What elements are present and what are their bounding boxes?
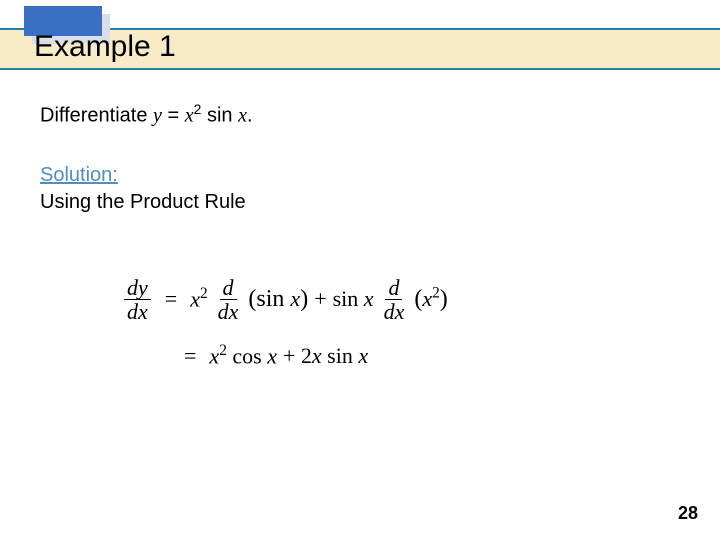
- dy: dy: [124, 276, 151, 300]
- example-title: Example 1: [34, 30, 176, 64]
- d-2: d: [385, 276, 402, 300]
- d-1: d: [220, 276, 237, 300]
- frac-ddx-2: d dx: [381, 276, 408, 323]
- solution-label: Solution:: [40, 164, 118, 186]
- problem-sin: sin: [207, 105, 238, 127]
- equals-1: =: [165, 284, 177, 314]
- problem-statement: Differentiate y = x2 sin x.: [40, 100, 680, 130]
- problem-x: x: [185, 105, 194, 127]
- sinx-paren: (sin x): [248, 283, 308, 315]
- sinx-2: sin x: [333, 284, 374, 314]
- frac-dydx: dy dx: [124, 276, 151, 323]
- x2cosx: x2 cos x: [209, 341, 277, 371]
- math-derivation: dy dx = x2 d dx (sin x) + sin x d dx (x2…: [120, 276, 680, 371]
- problem-lead: Differentiate: [40, 105, 153, 127]
- math-line-1: dy dx = x2 d dx (sin x) + sin x d dx (x2…: [120, 276, 680, 323]
- x2-term-1: x2: [190, 284, 207, 314]
- solution-text: Using the Product Rule: [40, 191, 246, 213]
- problem-equals: =: [162, 105, 185, 127]
- plus-2xsinx: + 2x sin x: [283, 341, 368, 371]
- equals-2: =: [184, 341, 196, 371]
- body-content: Differentiate y = x2 sin x. Solution: Us…: [40, 100, 680, 389]
- frac-ddx-1: d dx: [215, 276, 242, 323]
- dx-2: dx: [381, 300, 408, 323]
- dx-1: dx: [215, 300, 242, 323]
- x2-paren: (x2): [414, 283, 447, 315]
- problem-x2: x: [238, 105, 247, 127]
- problem-y: y: [153, 105, 162, 127]
- math-line-2: = x2 cos x + 2x sin x: [174, 341, 680, 371]
- solution-block: Solution: Using the Product Rule: [40, 162, 680, 216]
- problem-period: .: [247, 105, 253, 127]
- page-number: 28: [678, 503, 698, 524]
- dx: dx: [124, 300, 151, 323]
- plus-1: +: [314, 284, 326, 314]
